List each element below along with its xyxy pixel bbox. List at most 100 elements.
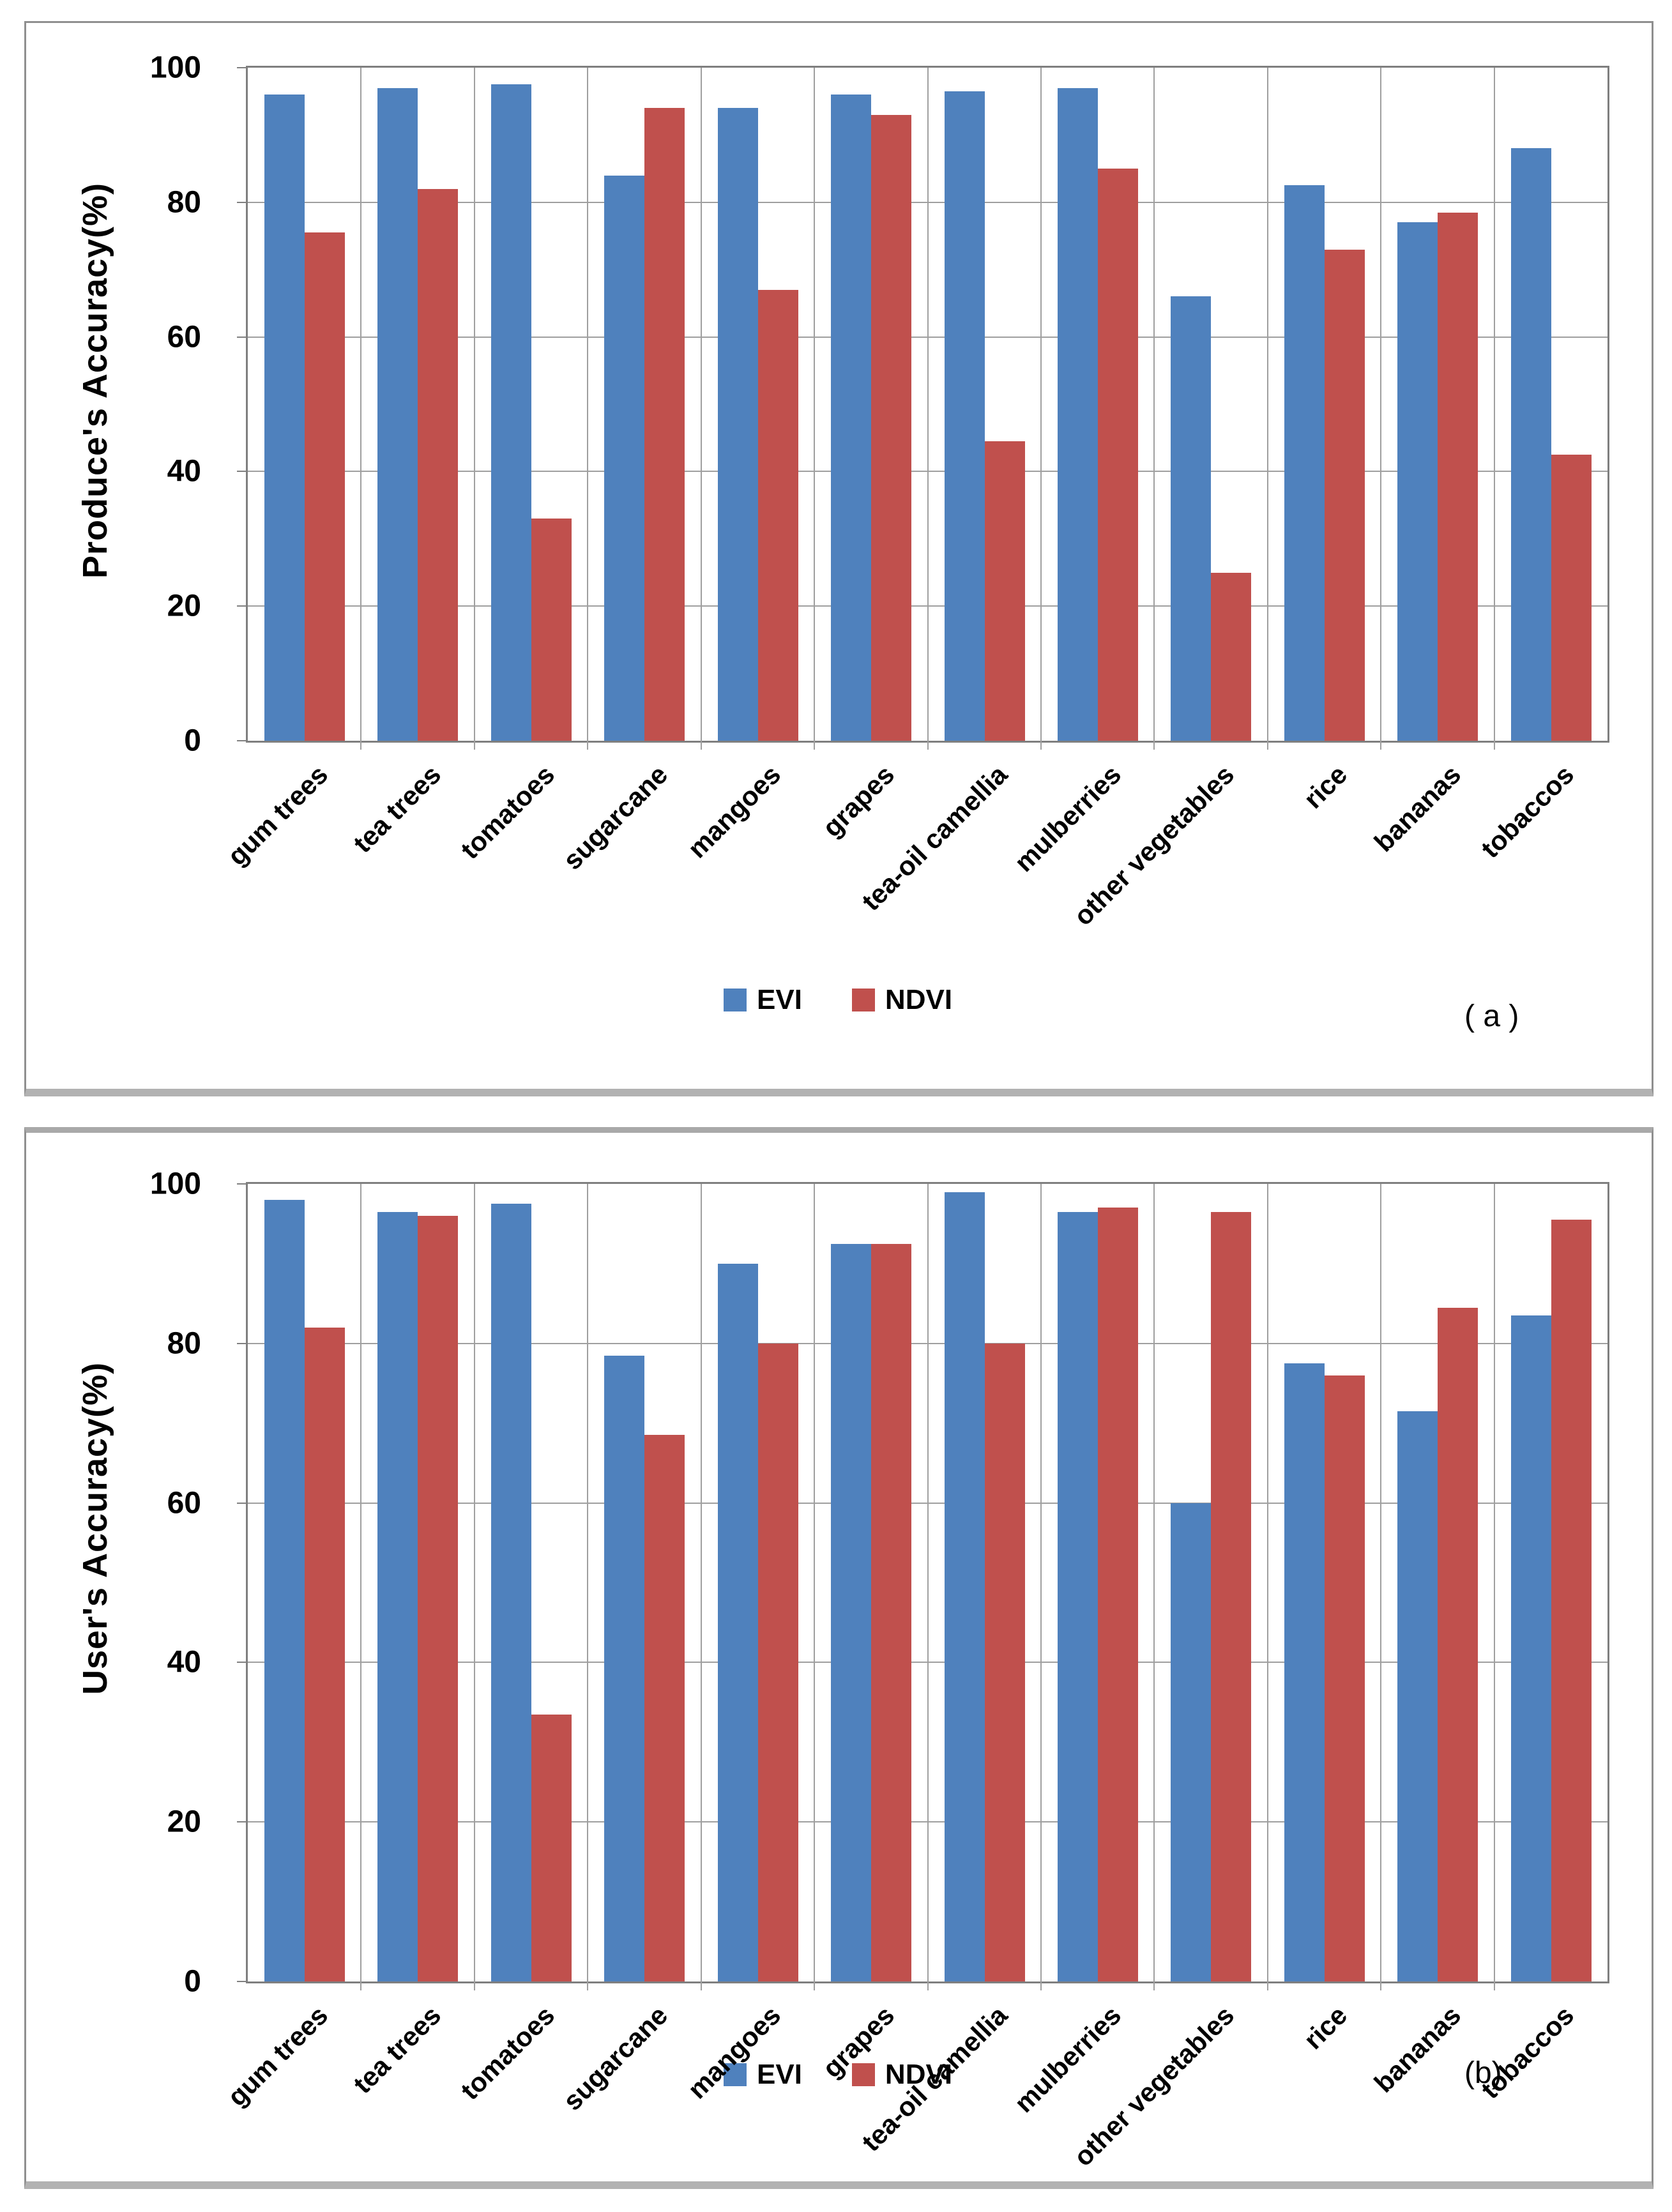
y-tick-label-0: 0 <box>184 723 201 758</box>
x-tick-label-bananas: bananas <box>1368 759 1467 858</box>
bar-evi-grapes <box>831 1243 872 1981</box>
vertical-gridline <box>1153 1184 1155 1990</box>
vertical-gridline <box>927 68 929 750</box>
bar-ndvi-mulberries <box>1097 1208 1138 1981</box>
x-tick-label-mulberries: mulberries <box>1008 2000 1127 2119</box>
horizontal-gridline <box>248 1662 1607 1663</box>
bar-ndvi-mulberries <box>1097 169 1138 741</box>
bar-evi-sugarcane <box>604 175 645 741</box>
y-tick-mark <box>237 67 246 68</box>
bar-ndvi-gum-trees <box>305 232 345 741</box>
legend-swatch-ndvi <box>851 2063 875 2086</box>
bar-ndvi-gum-trees <box>305 1327 345 1981</box>
bar-ndvi-tea-oil-camellia <box>984 441 1025 741</box>
y-tick-label-40: 40 <box>167 454 201 489</box>
y-tick-mark <box>237 336 246 338</box>
vertical-gridline <box>473 1184 475 1990</box>
x-tick-label-gum-trees: gum trees <box>221 2000 333 2112</box>
bar-evi-sugarcane <box>604 1355 645 1981</box>
bar-evi-gum-trees <box>264 1199 305 1981</box>
vertical-gridline <box>1493 68 1495 750</box>
bar-evi-tobaccos <box>1510 1315 1551 1981</box>
y-tick-label-0: 0 <box>184 1964 201 1999</box>
x-tick-label-mulberries: mulberries <box>1008 759 1127 878</box>
chart-b-box: User's Accuracy(%) EVI NDVI (b) 100 80 60 40… <box>24 1127 1653 2189</box>
bar-ndvi-sugarcane <box>644 1435 685 1981</box>
bar-evi-tea-trees <box>377 87 418 741</box>
plot-area-b <box>246 1182 1609 1990</box>
x-tick-label-tea-trees: tea trees <box>347 2000 447 2100</box>
bar-ndvi-sugarcane <box>644 108 685 741</box>
y-tick-mark <box>237 605 246 607</box>
vertical-gridline <box>1380 1184 1382 1990</box>
vertical-gridline <box>814 68 816 750</box>
bar-evi-rice <box>1284 1363 1325 1981</box>
bar-ndvi-tomatoes <box>531 519 572 741</box>
vertical-gridline <box>1266 68 1268 750</box>
horizontal-gridline <box>248 1821 1607 1823</box>
legend-label-evi: EVI <box>757 2059 802 2090</box>
bar-ndvi-tomatoes <box>531 1714 572 1981</box>
y-tick-mark <box>237 1502 246 1504</box>
x-tick-label-bananas: bananas <box>1368 2000 1467 2098</box>
y-tick-label-20: 20 <box>167 1805 201 1839</box>
bar-ndvi-tobaccos <box>1551 455 1592 741</box>
x-tick-label-tomatoes: tomatoes <box>454 759 560 865</box>
x-tick-label-sugarcane: sugarcane <box>557 759 674 875</box>
horizontal-gridline <box>248 471 1607 473</box>
legend-label-ndvi: NDVI <box>885 984 953 1015</box>
legend-swatch-evi <box>724 2063 747 2086</box>
legend-item-ndvi: NDVI <box>851 984 953 1016</box>
y-tick-mark <box>237 1821 246 1823</box>
y-tick-label-80: 80 <box>167 185 201 220</box>
x-tick-label-rice: rice <box>1298 2000 1353 2056</box>
bar-evi-tea-trees <box>377 1211 418 1981</box>
bar-ndvi-grapes <box>871 114 912 741</box>
horizontal-gridline <box>248 1342 1607 1344</box>
caption-b: (b) <box>1464 2056 1502 2090</box>
bar-evi-mulberries <box>1057 87 1098 741</box>
bar-evi-mangoes <box>717 108 758 741</box>
bar-ndvi-mangoes <box>757 1343 798 1981</box>
vertical-gridline <box>700 68 702 750</box>
vertical-gridline <box>1266 1184 1268 1990</box>
vertical-gridline <box>927 1184 929 1990</box>
bar-ndvi-bananas <box>1438 1307 1478 1981</box>
y-tick-mark <box>237 1662 246 1663</box>
vertical-gridline <box>814 1184 816 1990</box>
vertical-gridline <box>700 1184 702 1990</box>
vertical-gridline <box>473 68 475 750</box>
x-tick-label-tobaccos: tobaccos <box>1475 2000 1580 2105</box>
vertical-gridline <box>1380 68 1382 750</box>
legend-item-evi: EVI <box>724 984 802 1016</box>
y-tick-label-100: 100 <box>149 50 201 85</box>
legend-label-ndvi: NDVI <box>885 2059 953 2090</box>
bar-evi-rice <box>1284 185 1325 741</box>
vertical-gridline <box>587 1184 589 1990</box>
bar-ndvi-tea-oil-camellia <box>984 1343 1025 1981</box>
bar-evi-tea-oil-camellia <box>944 91 985 741</box>
y-tick-label-60: 60 <box>167 1486 201 1520</box>
bar-evi-other-vegetables <box>1171 1503 1212 1981</box>
legend-b: EVI NDVI <box>724 2059 952 2091</box>
x-tick-label-gum-trees: gum trees <box>221 759 333 872</box>
x-tick-label-grapes: grapes <box>816 759 901 843</box>
y-tick-mark <box>237 1981 246 1982</box>
y-tick-mark <box>237 201 246 203</box>
vertical-gridline <box>1153 68 1155 750</box>
bar-evi-other-vegetables <box>1171 296 1212 741</box>
x-tick-label-mangoes: mangoes <box>681 759 787 864</box>
bar-ndvi-bananas <box>1438 212 1478 741</box>
bar-ndvi-tobaccos <box>1551 1220 1592 1981</box>
vertical-gridline <box>1040 1184 1042 1990</box>
bar-evi-grapes <box>831 95 872 741</box>
x-tick-label-rice: rice <box>1298 759 1353 815</box>
bar-ndvi-rice <box>1324 249 1365 741</box>
y-tick-label-60: 60 <box>167 320 201 354</box>
bar-ndvi-mangoes <box>757 289 798 741</box>
bar-evi-tea-oil-camellia <box>944 1192 985 1981</box>
y-tick-label-20: 20 <box>167 589 201 623</box>
bar-evi-gum-trees <box>264 95 305 741</box>
y-tick-mark <box>237 740 246 741</box>
vertical-gridline <box>1040 68 1042 750</box>
